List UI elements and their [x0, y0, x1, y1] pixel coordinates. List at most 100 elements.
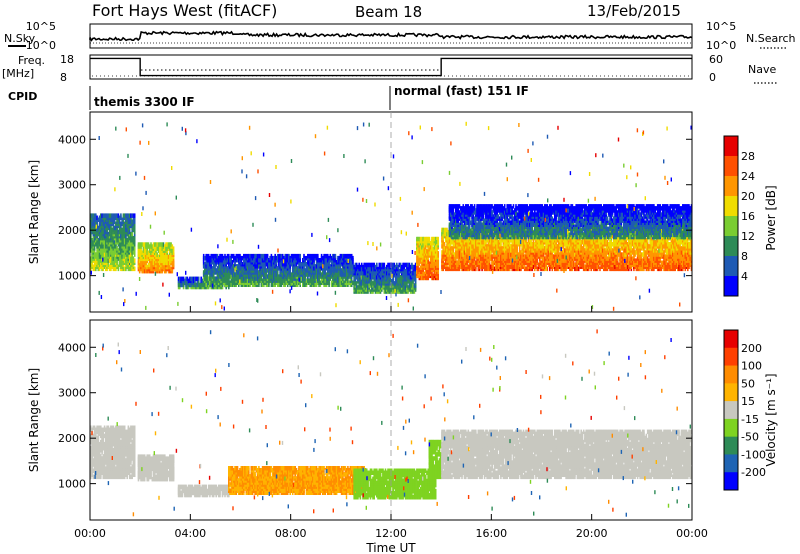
echo-cell: [220, 268, 222, 273]
echo-cell: [123, 266, 126, 272]
echo-cell: [108, 223, 111, 229]
cpid-label: CPID: [8, 90, 37, 103]
echo-cell: [216, 278, 219, 283]
echo-cell: [167, 262, 170, 268]
echo-cell: [269, 255, 271, 261]
echo-cell: [166, 242, 169, 247]
echo-cell: [167, 254, 170, 259]
echo-cell: [352, 255, 354, 261]
echo-cell: [210, 284, 212, 290]
echo-cell: [118, 258, 121, 263]
echo-cell: [128, 219, 131, 224]
echo-cell: [156, 264, 159, 270]
echo-cell: [334, 253, 337, 259]
echo-cell: [132, 246, 135, 251]
echo-cell: [155, 242, 157, 247]
echo-cell: [212, 253, 215, 259]
echo-cell: [132, 213, 135, 218]
echo-cell: [231, 253, 234, 259]
echo-cell: [253, 282, 255, 287]
echo-cell: [112, 260, 115, 265]
echo-cell: [152, 242, 155, 247]
echo-cell: [215, 280, 217, 285]
echo-cell: [274, 280, 276, 285]
echo-cell: [146, 268, 148, 274]
echo-cell: [115, 240, 117, 245]
echo-cell: [155, 252, 157, 257]
echo-cell: [108, 264, 111, 269]
echo-cell: [96, 242, 98, 247]
echo-cell: [113, 213, 116, 218]
echo-cell: [103, 229, 106, 235]
noise-tick-right-top: 10^5: [706, 20, 736, 33]
echo-cell: [115, 250, 117, 255]
echo-cell: [428, 236, 431, 242]
echo-cell: [128, 258, 131, 263]
echo-cell: [113, 266, 116, 272]
echo-cell: [122, 254, 125, 259]
echo-cell: [169, 264, 171, 270]
echo-cell: [214, 284, 216, 290]
echo-cell: [97, 217, 100, 222]
echo-cell: [230, 266, 233, 271]
echo-cell: [268, 278, 270, 283]
echo-cell: [241, 262, 244, 267]
echo-cell: [224, 282, 226, 287]
echo-cell: [216, 253, 219, 259]
echo-cell: [115, 213, 117, 218]
echo-cell: [157, 254, 160, 259]
echo-cell: [254, 264, 256, 269]
echo-cell: [275, 255, 278, 261]
echo-cell: [102, 229, 105, 235]
echo-cell: [202, 282, 205, 287]
echo-cell: [199, 282, 201, 288]
echo-cell: [266, 258, 269, 263]
echo-cell: [95, 260, 97, 265]
echo-cell: [146, 242, 148, 247]
echo-cell: [92, 225, 95, 231]
echo-cell: [161, 258, 164, 264]
echo-cell: [92, 229, 95, 235]
echo-cell: [161, 242, 164, 247]
echo-cell: [118, 219, 121, 224]
echo-cell: [279, 278, 281, 283]
echo-cell: [216, 272, 219, 277]
echo-cell: [437, 251, 439, 256]
echo-cell: [169, 268, 171, 274]
echo-cell: [105, 213, 107, 218]
echo-cell: [185, 276, 187, 282]
echo-cell: [143, 242, 146, 247]
echo-cell: [160, 268, 162, 274]
echo-cell: [127, 266, 130, 272]
echo-cell: [105, 229, 107, 235]
echo-cell: [169, 242, 171, 247]
echo-cell: [93, 219, 96, 224]
echo-cell: [120, 213, 122, 218]
echo-cell: [279, 253, 281, 259]
echo-cell: [147, 242, 150, 247]
echo-cell: [111, 227, 113, 233]
echo-cell: [159, 242, 161, 247]
power-scatter: [90, 121, 693, 311]
echo-cell: [98, 233, 101, 239]
echo-cell: [128, 229, 131, 235]
echo-cell: [147, 262, 150, 268]
echo-cell: [157, 246, 160, 251]
echo-cell: [125, 233, 127, 239]
echo-cell: [244, 253, 246, 259]
echo-cell: [217, 255, 220, 261]
echo-cell: [111, 252, 113, 257]
echo-cell: [260, 253, 263, 259]
echo-cell: [92, 213, 95, 218]
echo-cell: [243, 276, 245, 281]
echo-cell: [133, 219, 136, 224]
echo-cell: [165, 248, 167, 253]
echo-cell: [239, 253, 241, 259]
echo-cell: [156, 242, 159, 247]
echo-cell: [437, 236, 439, 242]
date-label: 13/Feb/2015: [587, 2, 681, 20]
echo-cell: [117, 229, 120, 235]
echo-cell: [202, 253, 205, 259]
echo-cell: [145, 266, 147, 272]
echo-cell: [93, 246, 96, 251]
